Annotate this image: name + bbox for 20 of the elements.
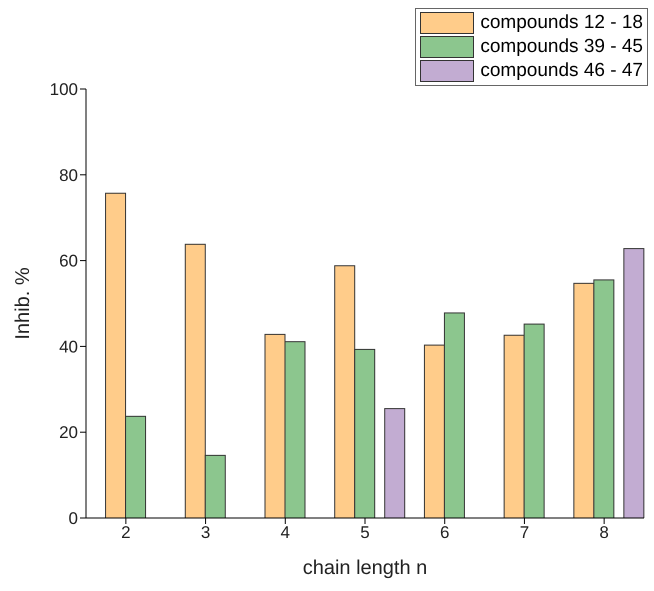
x-tick-label: 7 — [520, 523, 530, 542]
legend-label: compounds 12 - 18 — [480, 12, 643, 34]
y-axis-title: Inhib. % — [12, 267, 34, 340]
y-tick-label: 60 — [59, 252, 78, 271]
y-tick-label: 20 — [59, 423, 78, 442]
bar — [623, 248, 644, 518]
y-tick-label: 100 — [50, 80, 78, 100]
y-tick-label: 80 — [59, 166, 78, 185]
x-axis-title: chain length n — [302, 557, 428, 579]
x-tick-label: 3 — [200, 523, 210, 542]
x-tick-label: 6 — [440, 523, 450, 542]
y-tick-label: 40 — [59, 337, 78, 356]
y-tick-label: 0 — [68, 509, 78, 528]
legend-label: compounds 46 - 47 — [480, 60, 643, 82]
x-tick-label: 4 — [280, 523, 290, 542]
x-tick-label: 2 — [121, 523, 131, 542]
x-tick-label: 8 — [599, 523, 609, 542]
bar — [384, 408, 406, 518]
x-tick-label: 5 — [360, 523, 370, 542]
legend-label: compounds 39 - 45 — [480, 36, 643, 58]
